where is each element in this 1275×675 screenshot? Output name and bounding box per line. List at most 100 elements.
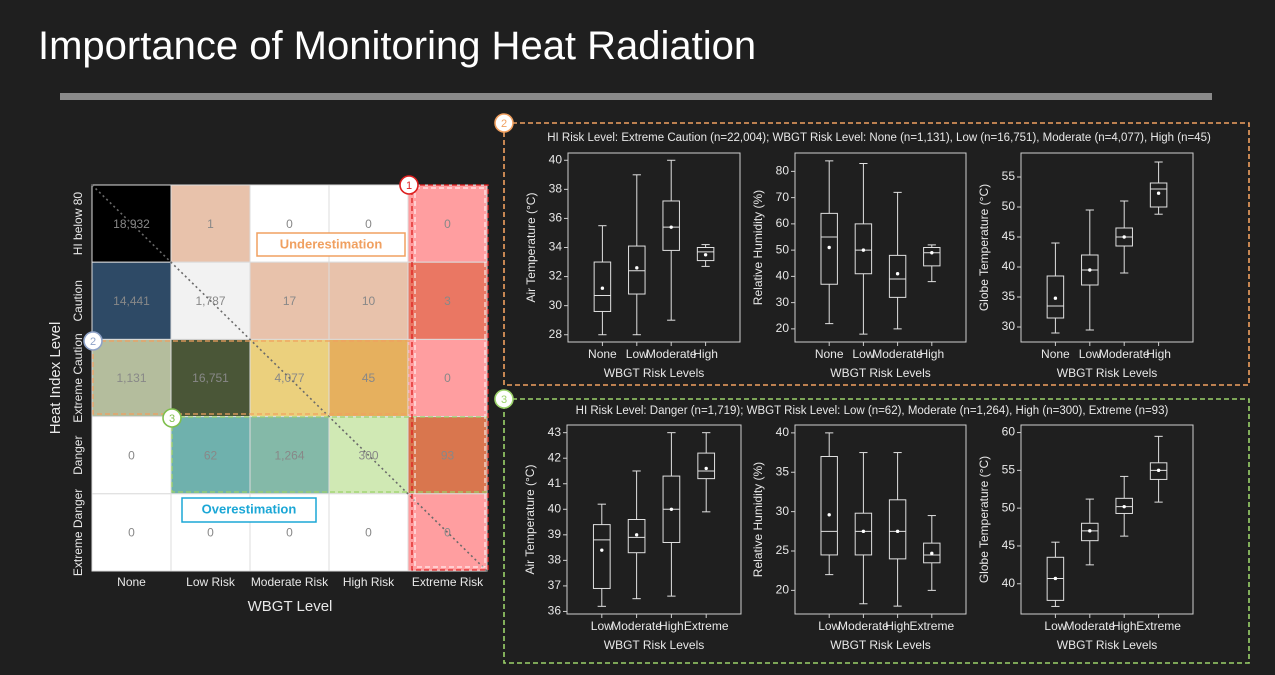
x-axis-label: WBGT Risk Levels	[604, 366, 704, 380]
box	[923, 247, 941, 267]
heatmap-cell	[91, 493, 172, 572]
x-tick-label: High	[659, 619, 684, 633]
y-tick-label: 40	[776, 269, 790, 283]
box	[593, 261, 612, 312]
y-tick-label: 70	[776, 190, 790, 204]
box-mean-marker	[634, 533, 639, 537]
x-tick-label: Moderate	[646, 347, 697, 361]
x-tick-label: High	[885, 619, 910, 633]
y-tick-label: 37	[548, 578, 562, 592]
y-axis-label: Globe Temperature (°C)	[977, 456, 991, 583]
box-mean-marker	[1053, 576, 1058, 581]
extreme-risk-column-highlight	[411, 184, 489, 571]
heatmap-value-label: 1,131	[116, 371, 146, 385]
x-tick-label: High	[693, 347, 718, 361]
box-mean-marker	[669, 507, 674, 511]
y-axis-label: Relative Humidity (%)	[751, 462, 765, 577]
y-tick-label: 30	[1002, 319, 1016, 333]
underestimation-label: Underestimation	[280, 236, 383, 251]
y-tick-label: 30	[549, 298, 563, 312]
panel-danger-frame	[503, 398, 1250, 664]
heatmap-value-label: 0	[365, 217, 372, 231]
heatmap-value-label: 0	[286, 217, 293, 231]
heatmap-y-axis-label: Heat Index Level	[47, 322, 64, 435]
y-tick-label: 50	[1002, 199, 1016, 213]
box	[1149, 182, 1168, 208]
x-tick-label: Low	[591, 619, 613, 633]
diagonal-line	[91, 184, 488, 572]
box-mean-marker	[930, 551, 934, 556]
x-tick-label: Moderate	[838, 619, 889, 633]
panel-extreme-caution-callout-circle	[494, 113, 514, 133]
heatmap-x-tick-label: High Risk	[343, 575, 395, 589]
heatmap-value-label: 0	[444, 217, 451, 231]
callout-1: 1	[406, 180, 412, 192]
box	[888, 254, 907, 298]
box	[923, 542, 941, 564]
y-tick-label: 30	[776, 504, 790, 518]
heatmap-value-label: 14,441	[113, 294, 150, 308]
y-tick-label: 50	[776, 242, 790, 256]
box	[1149, 462, 1168, 480]
heatmap-cell	[170, 338, 251, 418]
overestimation-label: Overestimation	[202, 501, 297, 516]
heatmap-value-label: 10	[362, 294, 376, 308]
heatmap-cell	[407, 338, 488, 418]
heatmap-value-label: 45	[362, 371, 376, 385]
box-mean-marker	[827, 513, 831, 517]
heatmap-value-label: 1,264	[274, 448, 304, 462]
x-tick-label: Moderate	[1099, 347, 1150, 361]
y-tick-label: 40	[549, 152, 563, 166]
box-mean-marker	[895, 529, 900, 534]
x-axis-label: WBGT Risk Levels	[604, 638, 704, 652]
y-tick-label: 41	[548, 476, 562, 490]
x-axis-label: WBGT Risk Levels	[1057, 366, 1157, 380]
box-mean-marker	[861, 529, 866, 534]
heatmap-cell	[170, 416, 251, 495]
y-tick-label: 55	[1002, 463, 1016, 477]
panel-danger-callout: 3	[501, 394, 507, 406]
box-mean-marker	[930, 251, 934, 255]
box-mean-marker	[861, 248, 866, 252]
y-tick-label: 36	[549, 211, 563, 225]
x-tick-label: Low	[1079, 347, 1101, 361]
x-tick-label: Extreme	[909, 619, 954, 633]
y-tick-label: 30	[776, 295, 790, 309]
y-tick-label: 20	[776, 583, 790, 597]
panel-danger-callout-circle	[494, 389, 514, 409]
heatmap-value-label: 62	[204, 448, 218, 462]
y-tick-label: 40	[548, 501, 562, 515]
callout-2-circle	[83, 331, 103, 351]
heatmap-y-tick-label: Danger	[71, 436, 85, 475]
slide-title: Importance of Monitoring Heat Radiation	[38, 24, 757, 68]
box	[1046, 275, 1065, 319]
heatmap-value-label: 0	[207, 526, 214, 540]
x-tick-label: Moderate	[611, 619, 662, 633]
callout-3: 3	[169, 413, 175, 425]
y-axis-label: Air Temperature (°C)	[523, 465, 537, 575]
x-axis-label: WBGT Risk Levels	[830, 366, 930, 380]
heatmap-y-tick-label: HI below 80	[71, 192, 85, 256]
heatmap-x-tick-label: Moderate Risk	[251, 575, 329, 589]
heatmap-value-label: 93	[441, 448, 455, 462]
heatmap-x-axis-label: WBGT Level	[248, 598, 333, 615]
panel-extreme-caution-frame	[503, 122, 1250, 386]
box-mean-marker	[1122, 504, 1126, 509]
heatmap-cell	[249, 416, 330, 495]
x-tick-label: High	[919, 347, 944, 361]
box-mean-marker	[895, 272, 900, 276]
y-tick-label: 40	[1002, 576, 1016, 590]
heatmap-cell	[91, 261, 172, 340]
x-tick-label: Extreme	[684, 619, 729, 633]
y-axis-label: Globe Temperature (°C)	[977, 184, 991, 311]
panel-danger-axes-frame	[1020, 424, 1194, 615]
heatmap-value-label: 16,751	[192, 371, 229, 385]
x-axis-label: WBGT Risk Levels	[1057, 638, 1157, 652]
extreme-risk-column-inner-highlight	[414, 187, 486, 568]
box-mean-marker	[827, 245, 831, 250]
box-mean-marker	[600, 548, 604, 552]
y-tick-label: 40	[776, 425, 790, 439]
y-tick-label: 43	[548, 425, 562, 439]
box	[662, 200, 680, 251]
